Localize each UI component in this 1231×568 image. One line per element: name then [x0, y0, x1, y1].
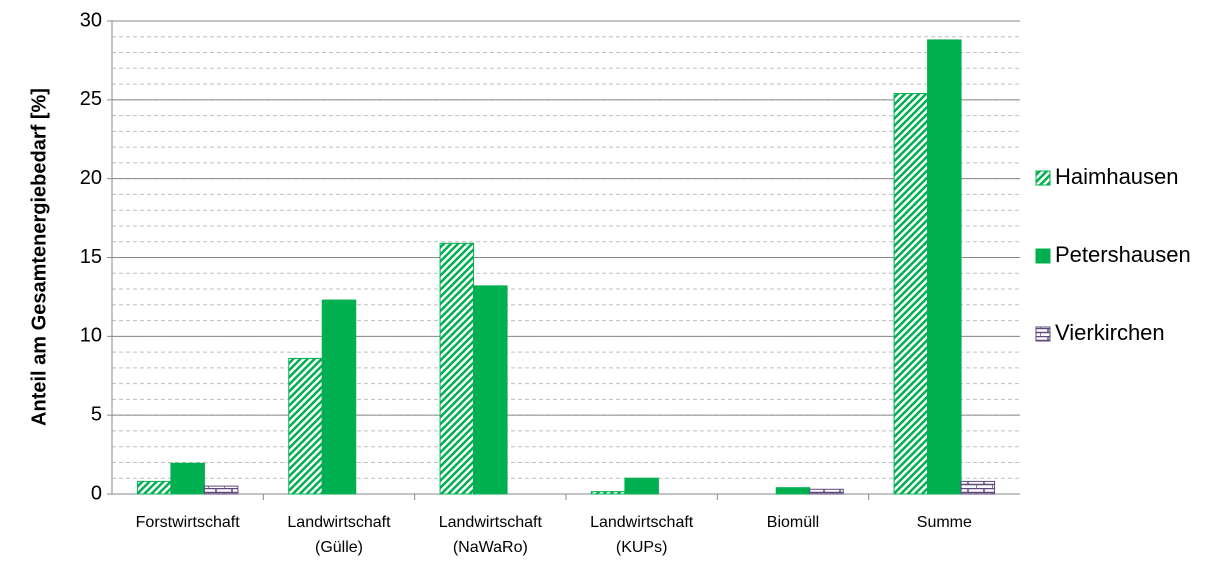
legend-label: Vierkirchen: [1055, 320, 1165, 345]
x-tick-label: Biomüll: [767, 514, 819, 531]
legend-swatch: [1035, 170, 1051, 186]
bar: [590, 491, 626, 495]
y-tick-label: 0: [91, 482, 102, 504]
y-axis-label: Anteil am Gesamtenergiebedarf [%]: [28, 88, 50, 426]
bar: [170, 462, 205, 495]
bar: [893, 93, 929, 495]
y-tick-label: 10: [80, 325, 102, 347]
y-tick-label: 30: [80, 9, 102, 31]
bar: [203, 485, 239, 495]
bar: [473, 285, 508, 495]
y-tick-label: 25: [80, 88, 102, 110]
legend-swatch: [1035, 326, 1051, 342]
y-tick-label: 20: [80, 167, 102, 189]
bar: [927, 39, 962, 495]
bar: [288, 357, 323, 495]
legend-label: Haimhausen: [1055, 164, 1179, 189]
bar: [321, 299, 357, 495]
x-tick-label: Landwirtschaft (NaWaRo): [439, 514, 543, 556]
bar: [775, 487, 811, 495]
legend-swatch: [1035, 248, 1051, 264]
y-tick-label: 15: [80, 246, 102, 268]
bar: [624, 477, 659, 495]
bar: [136, 480, 172, 495]
bar: [809, 488, 844, 495]
x-tick-label: Summe: [917, 514, 972, 531]
legend-label: Petershausen: [1055, 242, 1191, 267]
bar: [960, 480, 996, 495]
y-tick-label: 5: [91, 403, 102, 425]
x-tick-label: Forstwirtschaft: [136, 514, 241, 531]
x-tick-label: Landwirtschaft (KUPs): [590, 514, 694, 556]
bar: [439, 242, 475, 495]
x-tick-label: Landwirtschaft (Gülle): [287, 514, 391, 556]
